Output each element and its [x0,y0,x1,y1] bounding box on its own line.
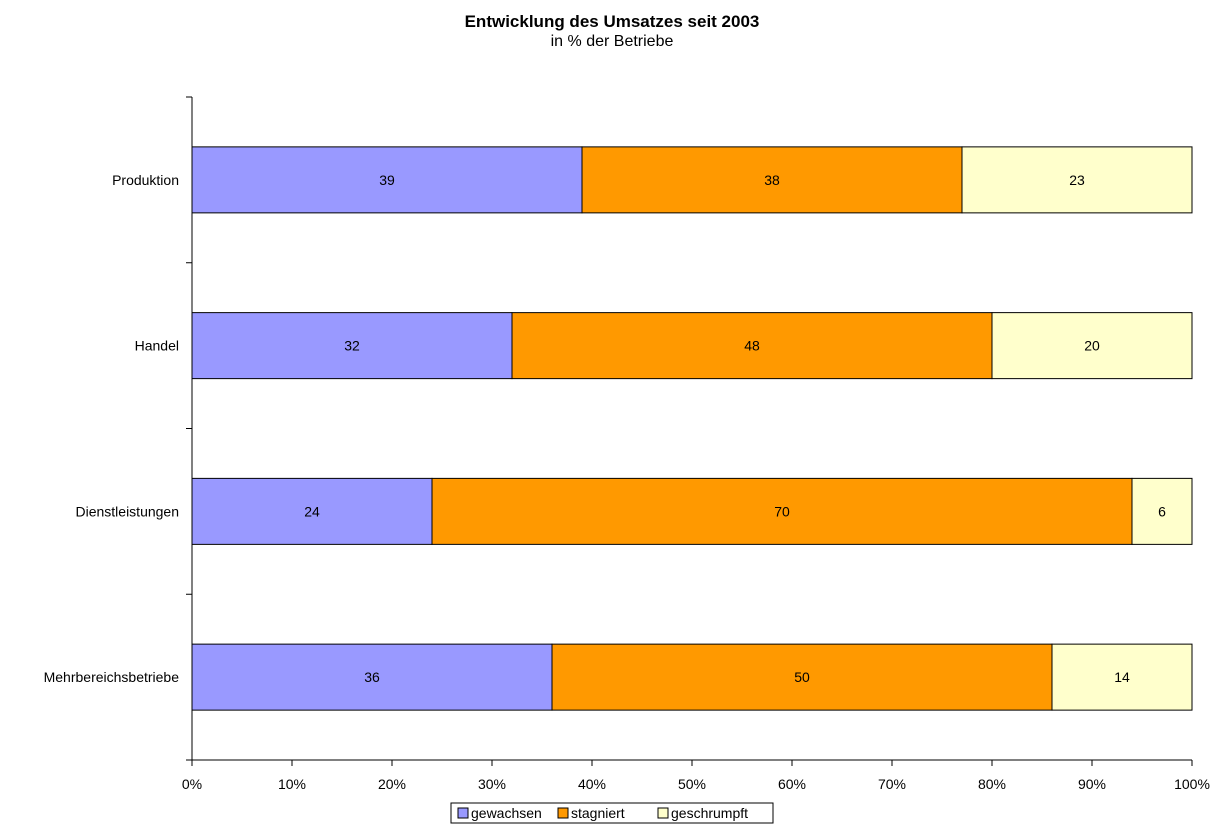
data-label-stagniert-handel: 48 [744,338,760,354]
data-label-stagniert-produktion: 38 [764,172,780,188]
bar-gewachsen-mehrbereichsbetriebe [191,643,553,711]
legend-swatch-geschrumpft [657,807,669,819]
chart-title: Entwicklung des Umsatzes seit 2003 [464,12,760,31]
bar-gewachsen-handel [191,312,513,380]
bar-stagniert-mehrbereichsbetriebe [551,643,1053,711]
data-label-stagniert-dienstleistungen: 70 [774,503,790,519]
data-label-gewachsen-handel: 32 [344,338,360,354]
bar-geschrumpft-dienstleistungen [1131,477,1193,545]
bar-geschrumpft-handel [991,312,1193,380]
x-tick-label: 100% [1174,776,1210,792]
category-label-mehrbereichsbetriebe: Mehrbereichsbetriebe [44,669,180,685]
chart-subtitle: in % der Betriebe [550,33,674,50]
data-label-geschrumpft-handel: 20 [1084,338,1100,354]
legend-swatch-gewachsen [457,807,469,819]
legend-label-stagniert: stagniert [571,805,625,821]
data-label-gewachsen-dienstleistungen: 24 [304,503,320,519]
bar-stagniert-dienstleistungen [431,477,1133,545]
x-tick-label: 80% [978,776,1006,792]
data-label-geschrumpft-produktion: 23 [1069,172,1085,188]
x-tick-label: 60% [778,776,806,792]
bar-gewachsen-dienstleistungen [191,477,433,545]
x-tick-label: 40% [578,776,606,792]
data-label-stagniert-mehrbereichsbetriebe: 50 [794,669,810,685]
bar-stagniert-handel [511,312,993,380]
data-label-gewachsen-mehrbereichsbetriebe: 36 [364,669,380,685]
category-label-handel: Handel [135,338,179,354]
category-label-dienstleistungen: Dienstleistungen [75,503,179,519]
data-label-gewachsen-produktion: 39 [379,172,395,188]
x-tick-label: 50% [678,776,706,792]
data-label-geschrumpft-dienstleistungen: 6 [1158,503,1166,519]
x-tick-label: 70% [878,776,906,792]
bar-gewachsen-produktion [191,146,583,214]
x-tick-label: 10% [278,776,306,792]
x-tick-label: 20% [378,776,406,792]
bar-geschrumpft-produktion [961,146,1193,214]
legend-label-geschrumpft: geschrumpft [671,805,748,821]
legend-swatch-stagniert [557,807,569,819]
category-label-produktion: Produktion [112,172,179,188]
x-tick-label: 30% [478,776,506,792]
legend-label-gewachsen: gewachsen [471,805,542,821]
bar-geschrumpft-mehrbereichsbetriebe [1051,643,1193,711]
data-label-geschrumpft-mehrbereichsbetriebe: 14 [1114,669,1130,685]
x-tick-label: 0% [182,776,202,792]
legend-box [450,802,774,824]
x-tick-label: 90% [1078,776,1106,792]
